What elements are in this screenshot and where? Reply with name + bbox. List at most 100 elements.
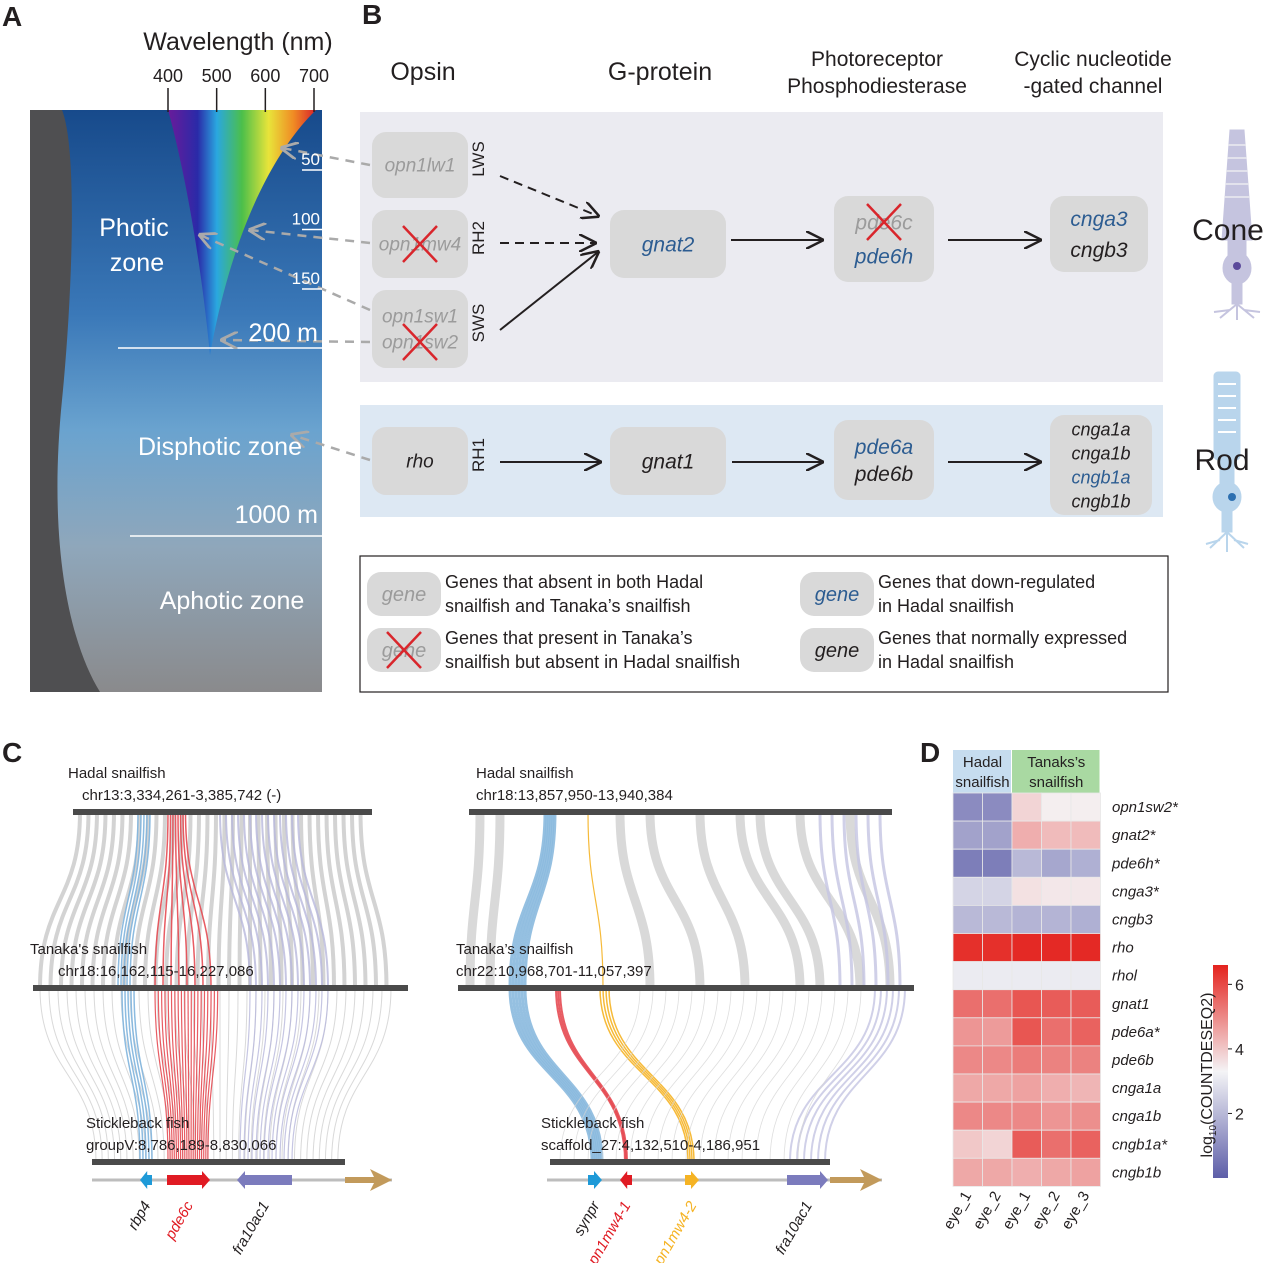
heatmap-cell [953,1074,983,1102]
opsin-class: RH2 [469,221,488,255]
gene-box [834,196,934,282]
terminal [1214,304,1260,320]
synteny-ribbon [208,812,216,988]
heatmap-cell [983,962,1013,990]
heatmap-cell [1071,905,1101,933]
zone-label: Aphotic zone [160,587,305,615]
synteny-ribbon [325,988,373,1162]
synteny-ribbon [208,988,218,1162]
synteny-ribbon [332,988,382,1162]
heatmap-cell [1042,962,1072,990]
heatmap-cell [983,1102,1013,1130]
row-label: gnat2* [1112,827,1157,844]
legend-text: snailfish but absent in Hadal snailfish [445,652,740,672]
gene-arrow [237,1171,292,1189]
opsin-class: SWS [469,304,488,343]
heatmap-cell [953,990,983,1018]
panel-label: A [2,1,22,32]
heatmap-cell [983,990,1013,1018]
synteny-ribbon [40,988,96,1162]
gene-name: gnat1 [642,450,695,473]
track-region: chr18:13,857,950-13,940,384 [476,787,673,804]
synteny-ribbon [470,812,480,988]
heatmap-cell [1012,1130,1042,1158]
legend-sample: gene [815,584,860,606]
track-species: Stickleback fish [86,1115,189,1132]
heatmap-cell [1071,821,1101,849]
gene-name: pde6b [854,463,914,486]
legend-text: in Hadal snailfish [878,596,1014,616]
column-label: eye_2 [1029,1189,1064,1233]
track-region: chr18:16,162,115-16,227,086 [58,963,254,980]
track-species: Hadal snailfish [476,765,574,782]
gene-name: cngb1b [1071,491,1130,511]
heatmap-cell [1012,1102,1042,1130]
synteny-ribbon [588,812,603,988]
opsin-class: RH1 [469,438,488,472]
synteny-ribbon [58,988,108,1162]
heatmap-cell [1042,821,1072,849]
legend-text: Genes that present in Tanaka’s [445,628,693,648]
heatmap-cell [983,793,1013,821]
chromosome-track [469,809,892,815]
heatmap-cell [1042,877,1072,905]
heatmap-cell [1012,934,1042,962]
heatmap-cell [1042,1018,1072,1046]
gene-label: rbp4 [125,1199,155,1234]
heatmap-cell [953,1158,983,1186]
heatmap-cell [983,1130,1013,1158]
chromosome-track [458,985,914,991]
direction-arrow [830,1169,882,1191]
track-region: groupV:8,786,189-8,830,066 [86,1137,276,1154]
synteny-ribbon [232,988,238,1162]
gene-arrow [167,1171,210,1189]
heatmap-cell [1071,1130,1101,1158]
heatmap-cell [1012,905,1042,933]
column-label: eye_1 [940,1189,975,1233]
axon [1222,510,1232,532]
heatmap-cell [983,934,1013,962]
gene-arrow [685,1171,699,1189]
row-label: cngb1a* [1112,1136,1168,1153]
synteny-ribbon [658,988,731,1162]
heatmap-cell [1071,962,1101,990]
gene-arrow [787,1171,828,1189]
gene-name: opn1lw1 [385,156,456,177]
gene-label: pde6c [161,1198,197,1243]
zone-label: zone [110,249,164,277]
column-label: eye_1 [999,1189,1034,1233]
row-label: rho [1112,940,1134,957]
heatmap-cell [983,821,1013,849]
synteny-ribbon [770,988,835,1162]
legend-text: in Hadal snailfish [878,652,1014,672]
heatmap-cell [983,1074,1013,1102]
synteny-ribbon [728,988,796,1162]
heatmap-cell [1071,1046,1101,1074]
group-label: Hadal [963,754,1002,771]
heatmap-cell [983,849,1013,877]
terminal [1206,532,1248,552]
zone-label: Photic [99,214,168,242]
heatmap-cell [983,1018,1013,1046]
heatmap-cell [983,1158,1013,1186]
legend-text: Genes that absent in both Hadal [445,572,703,592]
heatmap-cell [1071,877,1101,905]
gene-arrow [620,1171,632,1189]
depth-tick-label: 100 [292,210,320,229]
nucleus [1233,262,1241,270]
heatmap-cell [1042,1102,1072,1130]
gene-box [372,290,468,368]
legend-sample: gene [382,584,427,606]
heatmap-cell [1071,934,1101,962]
panel-label: D [920,737,940,768]
heatmap-cell [953,877,983,905]
heatmap-cell [1042,1046,1072,1074]
synteny-ribbon [490,812,500,988]
row-label: cnga1b [1112,1108,1161,1125]
legend-sample: gene [815,640,860,662]
zone-label: Disphotic zone [138,433,302,461]
chromosome-track [73,809,372,815]
legend-text: Genes that normally expressed [878,628,1127,648]
gene-name: opn1sw1 [382,307,458,328]
